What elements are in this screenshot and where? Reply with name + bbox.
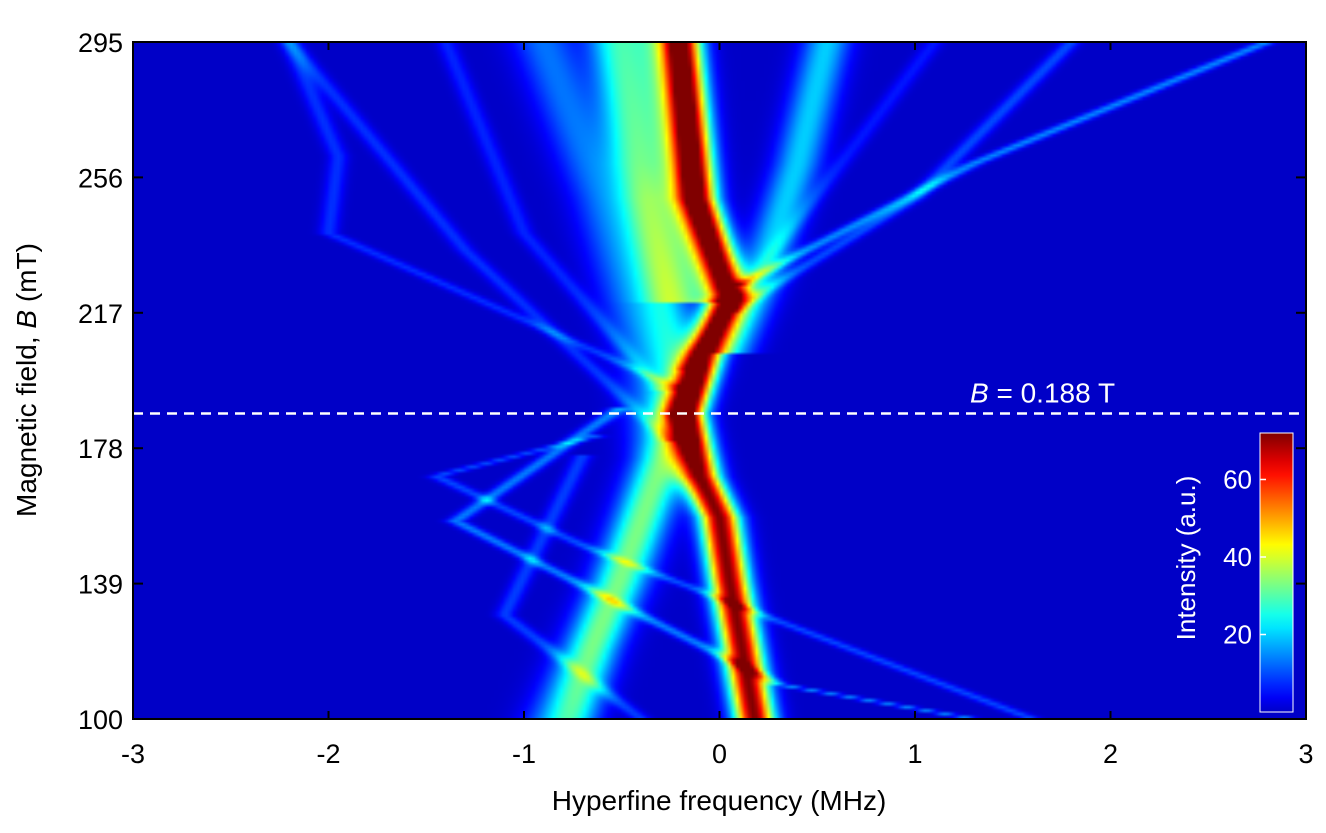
- x-tick-label: 3: [1298, 739, 1313, 769]
- heatmap-image: [133, 42, 1306, 719]
- annotation-value: = 0.188 T: [989, 377, 1115, 408]
- y-axis-label-suffix: (mT): [11, 243, 42, 310]
- y-axis-label: Magnetic field, B (mT): [11, 243, 42, 517]
- y-tick-label: 139: [78, 570, 123, 600]
- x-tick-label: -1: [512, 739, 536, 769]
- y-tick-label: 178: [78, 434, 123, 464]
- x-tick-label: 1: [907, 739, 922, 769]
- y-axis-label-variable: B: [11, 310, 42, 329]
- y-tick-label: 256: [78, 163, 123, 193]
- x-axis-label: Hyperfine frequency (MHz): [552, 785, 887, 816]
- x-tick-label: -2: [316, 739, 340, 769]
- colorbar-ticks: 20 40 60: [1223, 465, 1266, 650]
- x-tick-label: -3: [121, 739, 145, 769]
- x-tick-label: 2: [1103, 739, 1118, 769]
- y-tick-label: 295: [78, 28, 123, 58]
- colorbar-tick-label: 40: [1223, 542, 1252, 572]
- y-tick-label: 217: [78, 299, 123, 329]
- colorbar-tick-label: 60: [1223, 465, 1252, 495]
- y-tick-label: 100: [78, 705, 123, 735]
- x-tick-label: 0: [712, 739, 727, 769]
- annotation-label: B = 0.188 T: [970, 377, 1115, 408]
- colorbar-tick-label: 20: [1223, 620, 1252, 650]
- y-axis-label-prefix: Magnetic field,: [11, 329, 42, 517]
- colorbar: 20 40 60 Intensity (a.u.): [1171, 432, 1294, 713]
- y-axis-ticks: 100 139 178 217 256 295: [78, 28, 1306, 735]
- colorbar-label: Intensity (a.u.): [1171, 476, 1201, 641]
- plot-area: B = 0.188 T: [132, 41, 1307, 720]
- colorbar-gradient: [1259, 432, 1294, 713]
- annotation-variable: B: [970, 377, 989, 408]
- x-axis-ticks: -3 -2 -1 0 1 2 3: [121, 42, 1314, 769]
